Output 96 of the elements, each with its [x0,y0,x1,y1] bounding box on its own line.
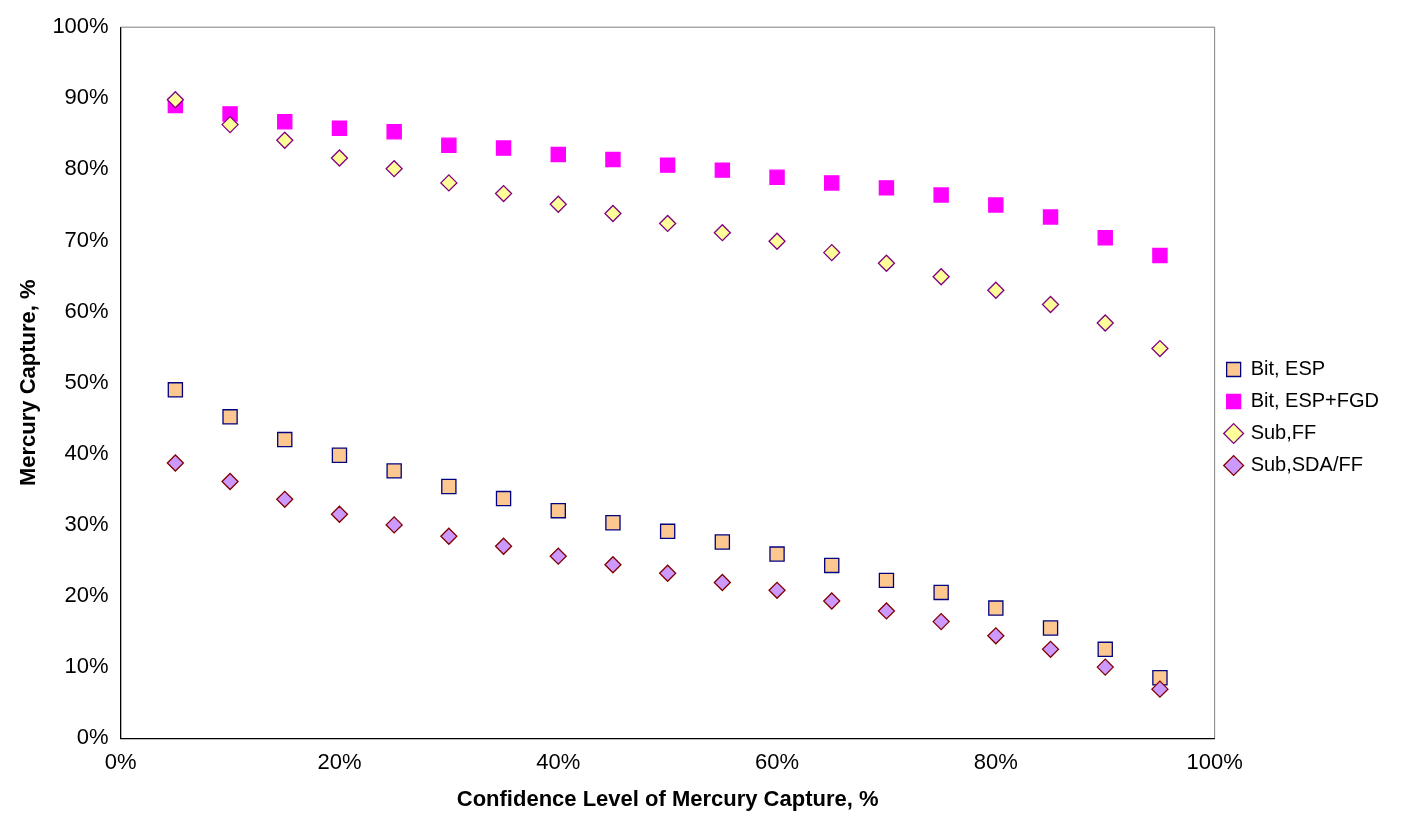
point [1151,680,1169,698]
point [714,534,731,550]
point [1041,295,1060,314]
point [1042,209,1059,225]
point [933,584,949,601]
point [604,556,622,574]
point [1151,339,1169,358]
point [331,120,348,136]
y-tick-label: 70% [64,226,109,252]
point [988,197,1004,213]
point [824,557,840,574]
point [768,232,786,250]
y-axis-title: Mercury Capture, % [15,279,41,487]
point [1042,620,1059,636]
point [494,184,513,203]
y-tick-label: 10% [64,653,109,679]
point [221,472,239,491]
point [277,114,293,130]
point [222,409,238,425]
x-tick-label: 0% [104,749,137,775]
point [440,527,458,545]
y-tick-label: 40% [64,439,109,465]
point [988,600,1004,616]
x-tick-label: 100% [1186,749,1243,775]
point [769,169,785,185]
point [768,581,786,599]
point [386,124,402,140]
point [386,463,402,479]
x-tick-label: 40% [536,749,581,775]
point [549,547,567,565]
point [385,516,403,534]
y-tick-label: 50% [64,368,109,394]
point [495,490,512,507]
point [823,243,841,262]
point [1096,658,1114,676]
y-tick-label: 100% [52,13,109,39]
point [987,627,1005,645]
point [441,478,457,495]
point [550,502,566,519]
point [605,151,621,168]
point [166,454,185,472]
point [824,175,840,191]
point [1041,640,1060,658]
point [330,149,349,167]
point [276,490,294,508]
point [659,523,676,540]
y-tick-label: 0% [76,724,109,750]
x-tick-label: 60% [755,749,800,775]
point [713,573,731,592]
point [276,131,294,149]
legend-label: Bit, ESP [1250,357,1326,380]
point [714,162,731,178]
y-tick-label: 30% [64,510,109,536]
point [1152,247,1168,264]
point [550,146,566,163]
point [495,140,512,156]
point [330,505,349,523]
y-tick-label: 20% [64,582,109,608]
point [385,160,403,178]
point [659,214,677,233]
point [659,157,676,173]
point [277,431,293,448]
point [441,137,457,153]
point [878,572,895,589]
point [987,281,1005,299]
point [877,602,896,620]
point [331,447,348,463]
point [823,592,841,610]
y-tick-label: 60% [64,297,109,323]
point [1097,229,1113,246]
point [549,195,567,213]
point [713,224,731,242]
point [1096,314,1114,332]
point [221,115,239,134]
y-tick-label: 80% [64,155,109,181]
legend-label: Sub,FF [1250,421,1317,444]
point [167,382,184,398]
point [769,546,785,562]
point [166,91,185,109]
x-axis-title: Confidence Level of Mercury Capture, % [456,785,879,811]
point [659,564,677,582]
x-tick-label: 80% [973,749,1018,775]
point [604,204,622,223]
point [932,268,950,286]
point [878,180,895,196]
y-tick-label: 90% [64,84,109,110]
point [605,515,621,531]
point [877,254,896,272]
point [494,537,513,555]
point [440,174,458,192]
legend-label: Sub,SDA/FF [1250,453,1363,476]
legend-label: Bit, ESP+FGD [1250,389,1380,412]
point [1097,641,1113,658]
x-tick-label: 20% [317,749,362,775]
point [932,612,950,631]
point [933,187,949,203]
